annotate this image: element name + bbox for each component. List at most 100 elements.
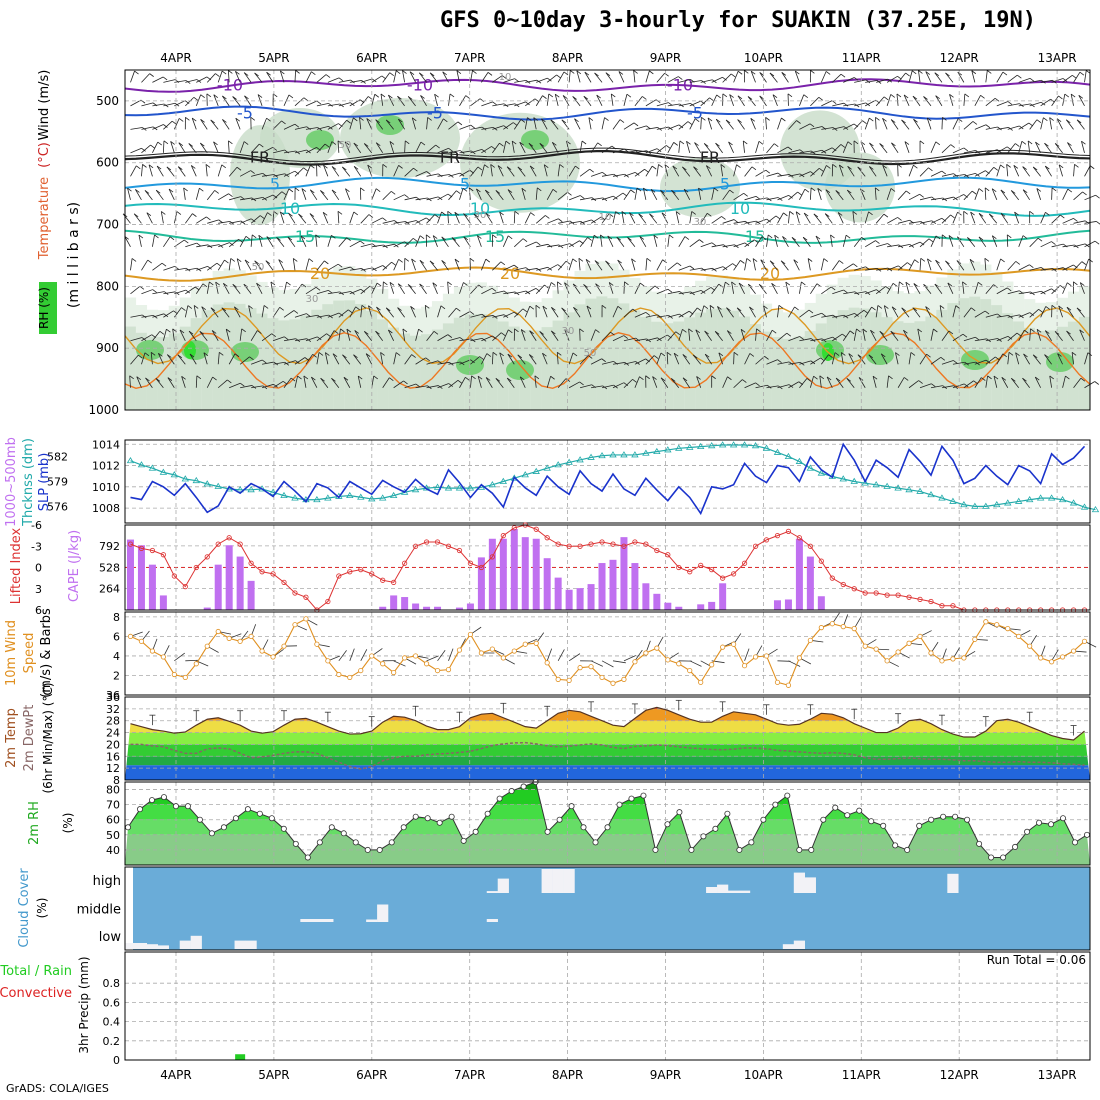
thickness-point — [466, 484, 475, 491]
wind-barb — [634, 150, 647, 154]
wind-barb — [327, 123, 339, 130]
wind-speed-point — [1038, 655, 1044, 661]
wind-barb — [1051, 214, 1061, 224]
wind-barb — [266, 236, 274, 248]
wind-barb — [832, 73, 842, 83]
wind-barb — [393, 221, 406, 224]
wind-barb — [415, 357, 426, 365]
wind-barb — [826, 165, 831, 169]
wind-barb — [193, 305, 197, 318]
wind-barb — [174, 307, 182, 318]
wind-barb — [142, 164, 147, 168]
wind-barb — [525, 98, 536, 107]
cape-bar — [565, 589, 573, 610]
wind-barb — [886, 188, 892, 200]
wind-barb — [170, 141, 175, 145]
wind-barb — [875, 187, 880, 192]
lifted-index-point — [215, 541, 221, 547]
wind-barb — [664, 164, 670, 168]
wind-barb — [870, 330, 877, 341]
wind-barb — [232, 284, 241, 295]
wind-barb — [476, 188, 481, 193]
wind-barb — [672, 165, 678, 170]
wind-barb — [199, 331, 208, 342]
rh-point — [136, 806, 143, 813]
wind-barb — [473, 213, 479, 218]
thickness-point — [784, 452, 793, 460]
cloud-bar — [179, 940, 191, 949]
wind-barb — [374, 93, 380, 98]
wind-barb — [218, 221, 231, 224]
wind-barb — [895, 352, 900, 356]
wind-barb — [426, 360, 439, 365]
rh-tick-label: 80 — [106, 784, 120, 797]
rh-shade-cell — [706, 309, 718, 410]
wind-barb — [978, 236, 987, 248]
wind-barb — [736, 164, 741, 169]
wind-barb — [579, 237, 588, 248]
wind-barb — [821, 314, 834, 318]
wind-barb — [752, 258, 758, 262]
wind-barb — [769, 260, 775, 265]
wind-barb — [963, 210, 968, 215]
wind-barb — [230, 258, 235, 262]
wind-barb — [411, 258, 416, 271]
wind-barb — [1023, 353, 1028, 358]
wind-barb — [639, 236, 647, 248]
wind-barb — [731, 281, 736, 286]
wind-barb — [193, 97, 199, 101]
wind-barb — [535, 284, 545, 295]
cape-bar — [664, 602, 672, 610]
wind-barb — [205, 164, 211, 168]
wind-barb — [895, 352, 899, 365]
wind-barb — [870, 329, 875, 334]
wind-barb — [683, 188, 689, 193]
temp-band — [125, 707, 1090, 709]
wind-barb — [574, 118, 581, 130]
wind-barb — [885, 286, 890, 290]
wind-barb — [725, 281, 730, 286]
lifted-index-point — [248, 560, 254, 566]
lifted-index-point — [292, 590, 298, 596]
wind-barb — [615, 211, 620, 215]
wind-barb — [527, 117, 532, 121]
wind-barb — [908, 352, 912, 365]
wind-barb — [1029, 312, 1035, 316]
wind-barb — [507, 235, 513, 240]
wind-barb — [853, 309, 865, 318]
wind-barb — [695, 329, 702, 341]
wind-barb — [945, 72, 954, 83]
wind-barb — [492, 234, 497, 239]
wind-barb — [743, 192, 748, 197]
lifted-index-point — [906, 594, 912, 600]
wind-barb — [130, 70, 135, 83]
wind-tick-label: 6 — [113, 630, 120, 643]
lifted-index-point — [402, 560, 408, 566]
wind-barb — [1015, 352, 1020, 365]
wind-barb — [251, 234, 257, 239]
wind-barb — [389, 282, 395, 294]
rh-point — [700, 833, 707, 840]
wind-barb — [338, 291, 351, 295]
wind-barb — [883, 96, 889, 101]
wind-barb — [309, 189, 318, 201]
wind-barb — [744, 166, 753, 177]
wind-barb — [750, 118, 756, 122]
wind-barb — [529, 330, 537, 341]
cape-bar — [576, 588, 584, 610]
wind-barb — [206, 216, 211, 221]
wind-barb — [272, 149, 285, 154]
wind-barb — [962, 281, 967, 286]
wind-barb — [1078, 94, 1084, 99]
temp-frame — [124, 696, 1091, 781]
wind-barb — [777, 361, 790, 365]
wind-speed-point — [149, 648, 156, 654]
wind-speed-point — [478, 650, 484, 656]
wind-barb — [338, 328, 341, 341]
bottom-date-label: 9APR — [650, 1068, 681, 1082]
wind-barb — [562, 95, 568, 99]
lifted-index-point — [654, 547, 660, 554]
wind-barb — [645, 258, 648, 271]
wind-barb — [952, 212, 958, 224]
wind-speed-point — [489, 646, 495, 652]
